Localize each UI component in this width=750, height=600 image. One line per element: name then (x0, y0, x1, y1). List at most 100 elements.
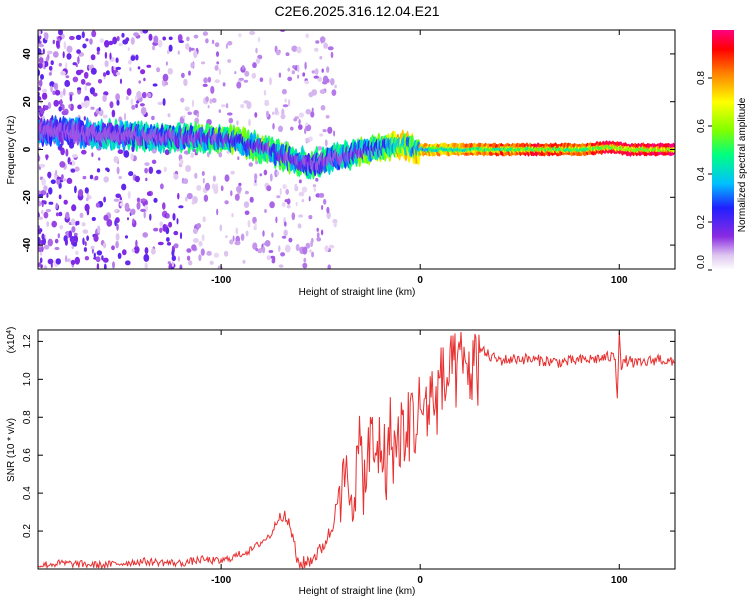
spectrogram-noise-cell (278, 245, 281, 253)
spectrogram-noise-cell (288, 237, 293, 243)
spectrogram-noise-cell (302, 246, 308, 255)
spectrogram-noise-cell (76, 220, 80, 226)
spectrogram-noise-cell (66, 177, 73, 184)
spectrogram-noise-cell (58, 211, 63, 217)
spectrogram-noise-cell (43, 105, 49, 111)
spectrogram-noise-cell (248, 118, 251, 127)
spectrogram-noise-cell (69, 35, 75, 41)
spectrogram-noise-cell (141, 91, 147, 99)
spectrogram-noise-cell (171, 255, 176, 262)
spectrogram-marks (38, 30, 675, 269)
spectrogram-noise-cell (52, 39, 55, 45)
spectrogram-noise-cell (224, 235, 228, 239)
spectrogram-noise-cell (45, 208, 52, 213)
spectrogram-noise-cell (43, 185, 48, 192)
spectrogram-noise-cell (192, 238, 199, 243)
spectrogram-noise-cell (151, 159, 157, 164)
spectrogram-y-tick-label: 40 (22, 48, 33, 60)
spectrogram-noise-cell (224, 174, 230, 182)
spectrogram-noise-cell (327, 264, 331, 269)
spectrogram-noise-cell (255, 47, 258, 54)
spectrogram-noise-cell (243, 201, 250, 209)
spectrogram-noise-cell (38, 79, 43, 87)
spectrogram-y-label: Frequency (Hz) (6, 116, 17, 185)
spectrogram-noise-cell (189, 47, 195, 51)
spectrogram-noise-cell (114, 209, 118, 213)
spectrogram-noise-cell (179, 232, 183, 240)
spectrogram-noise-cell (238, 77, 244, 81)
spectrogram-noise-cell (188, 70, 191, 76)
spectrogram-noise-cell (75, 250, 79, 255)
spectrogram-noise-cell (196, 113, 200, 118)
spectrogram-noise-cell (190, 152, 194, 159)
spectrogram-noise-cell (136, 90, 142, 99)
spectrogram-noise-cell (311, 107, 314, 113)
spectrogram-noise-cell (48, 65, 53, 71)
spectrogram-noise-cell (310, 240, 313, 248)
spectrogram-noise-cell (59, 225, 64, 230)
spectrogram-noise-cell (119, 202, 124, 207)
spectrogram-noise-cell (201, 171, 205, 176)
snr-y-tick-label: 0.4 (22, 486, 33, 500)
spectrogram-noise-cell (58, 106, 62, 112)
spectrogram-noise-cell (48, 201, 54, 205)
spectrogram-noise-cell (127, 190, 131, 199)
spectrogram-noise-cell (65, 255, 68, 263)
spectrogram-noise-cell (207, 104, 210, 109)
spectrogram-noise-cell (202, 31, 208, 36)
spectrogram-noise-cell (38, 86, 41, 91)
colorbar-gradient (712, 30, 734, 270)
spectrogram-noise-cell (140, 107, 147, 115)
spectrogram-noise-cell (225, 103, 229, 109)
spectrogram-noise-cell (272, 257, 276, 261)
spectrogram-noise-cell (78, 69, 84, 74)
spectrogram-noise-cell (144, 167, 149, 174)
spectrogram-noise-cell (205, 38, 209, 44)
spectrogram-noise-cell (46, 192, 49, 198)
spectrogram-noise-cell (41, 200, 47, 204)
spectrogram-noise-cell (140, 69, 146, 75)
spectrogram-noise-cell (106, 219, 113, 227)
spectrogram-noise-cell (297, 64, 300, 73)
spectrogram-noise-cell (232, 235, 235, 242)
spectrogram-noise-cell (215, 51, 220, 57)
spectrogram-noise-cell (284, 230, 288, 237)
spectrogram-noise-cell (297, 74, 300, 79)
spectrogram-noise-cell (167, 113, 171, 118)
spectrogram-noise-cell (49, 81, 55, 88)
spectrogram-noise-cell (62, 178, 67, 182)
spectrogram-noise-cell (38, 48, 42, 55)
spectrogram-noise-cell (314, 47, 319, 52)
spectrogram-noise-cell (133, 32, 139, 37)
spectrogram-noise-cell (116, 223, 119, 231)
spectrogram-noise-cell (135, 54, 139, 61)
spectrogram-noise-cell (58, 194, 62, 200)
spectrogram-noise-cell (104, 40, 110, 48)
spectrogram-noise-cell (280, 252, 286, 257)
spectrogram-noise-cell (173, 173, 179, 180)
spectrogram-noise-cell (211, 183, 217, 190)
spectrogram-x-label: Height of straight line (km) (299, 287, 416, 298)
spectrogram-noise-cell (63, 199, 68, 205)
spectrogram-noise-cell (59, 90, 64, 99)
spectrogram-noise-cell (41, 92, 48, 100)
spectrogram-noise-cell (262, 246, 266, 254)
spectrogram-noise-cell (188, 260, 193, 266)
spectrogram-noise-cell (142, 30, 149, 34)
spectrogram-noise-cell (213, 252, 220, 258)
spectrogram-noise-cell (38, 200, 42, 207)
spectrogram-noise-cell (211, 98, 217, 103)
spectrogram-noise-cell (266, 255, 271, 261)
spectrogram-noise-cell (236, 81, 242, 89)
spectrogram-noise-cell (74, 235, 78, 244)
spectrogram-x-tick-label: 0 (417, 275, 423, 286)
spectrogram-noise-cell (101, 255, 104, 261)
spectrogram-noise-cell (320, 229, 324, 236)
spectrogram-noise-cell (70, 168, 76, 173)
spectrogram-noise-cell (116, 166, 120, 175)
spectrogram-noise-cell (72, 241, 78, 247)
spectrogram-noise-cell (77, 56, 80, 65)
spectrogram-noise-cell (72, 62, 77, 66)
spectrogram-noise-cell (201, 234, 205, 242)
spectrogram-noise-cell (194, 172, 198, 179)
